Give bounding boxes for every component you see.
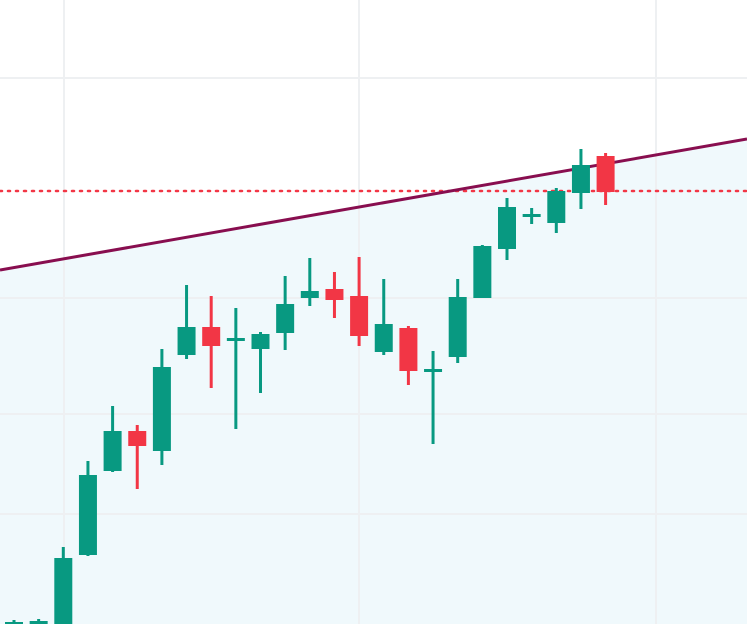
candle[interactable] bbox=[498, 198, 516, 260]
candle-body bbox=[152, 367, 171, 451]
candle[interactable] bbox=[596, 153, 615, 205]
candle[interactable] bbox=[128, 425, 147, 489]
candle-body bbox=[103, 431, 122, 471]
candle-body bbox=[5, 622, 23, 624]
candle-body bbox=[325, 289, 344, 300]
candle[interactable] bbox=[571, 149, 590, 209]
candle[interactable] bbox=[152, 349, 171, 465]
candle[interactable] bbox=[374, 279, 393, 355]
candle[interactable] bbox=[522, 208, 541, 224]
candle-body bbox=[596, 156, 615, 192]
candle-body bbox=[300, 291, 319, 298]
candle[interactable] bbox=[202, 296, 221, 388]
candle-body bbox=[424, 369, 443, 372]
candle[interactable] bbox=[226, 308, 245, 429]
candle[interactable] bbox=[473, 245, 492, 298]
candle[interactable] bbox=[325, 272, 344, 318]
candle[interactable] bbox=[424, 351, 443, 444]
candle[interactable] bbox=[300, 258, 319, 306]
candle[interactable] bbox=[29, 619, 48, 624]
candle[interactable] bbox=[276, 276, 295, 350]
candle-body bbox=[128, 431, 147, 446]
candle-body bbox=[251, 334, 270, 349]
candle[interactable] bbox=[251, 332, 270, 393]
candle-body bbox=[473, 246, 492, 298]
candle[interactable] bbox=[448, 279, 467, 363]
trend-shade-area bbox=[0, 139, 747, 624]
candle-body bbox=[226, 338, 245, 341]
candle-body bbox=[448, 297, 467, 357]
candle-body bbox=[498, 207, 516, 249]
candle[interactable] bbox=[350, 257, 369, 346]
candle-body bbox=[350, 296, 369, 336]
candle-body bbox=[78, 475, 97, 555]
candle[interactable] bbox=[54, 547, 73, 624]
trendline[interactable] bbox=[0, 137, 747, 272]
candle-body bbox=[547, 191, 566, 223]
candle[interactable] bbox=[78, 461, 97, 556]
candle-body bbox=[276, 304, 295, 333]
candle-body bbox=[399, 328, 418, 371]
candle-body bbox=[54, 558, 73, 624]
candles bbox=[5, 149, 615, 624]
candle-body bbox=[571, 165, 590, 193]
candle-body bbox=[374, 324, 393, 352]
candle-body bbox=[29, 621, 48, 624]
candle-body bbox=[177, 327, 196, 355]
candle[interactable] bbox=[547, 188, 566, 233]
candle[interactable] bbox=[177, 285, 196, 359]
candle-body bbox=[202, 327, 221, 346]
candle[interactable] bbox=[399, 326, 418, 385]
candle-body bbox=[522, 214, 541, 217]
candle[interactable] bbox=[103, 406, 122, 472]
candle[interactable] bbox=[5, 620, 23, 624]
